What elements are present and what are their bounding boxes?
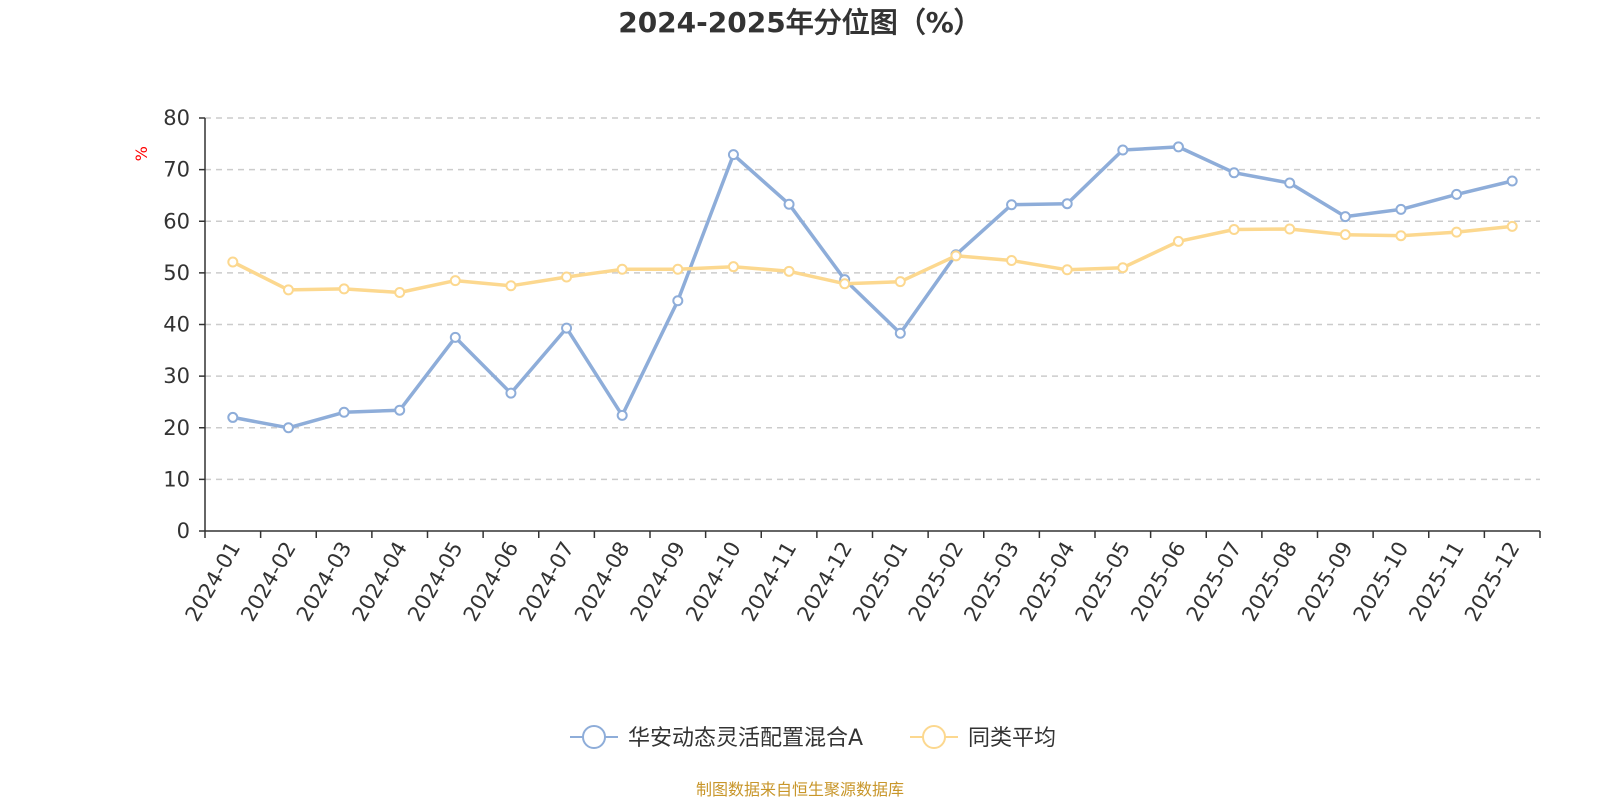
y-tick-label: 60 — [163, 209, 190, 233]
x-tick-label: 2024-10 — [681, 538, 746, 626]
data-point — [616, 409, 628, 421]
x-tick-label: 2024-02 — [236, 538, 301, 626]
data-point — [1506, 220, 1518, 232]
x-tick-label: 2025-11 — [1404, 538, 1469, 626]
x-tick-label: 2025-01 — [848, 538, 913, 626]
grid-lines — [205, 117, 1540, 481]
y-tick-label: 50 — [163, 261, 190, 285]
data-point — [783, 265, 795, 277]
data-point — [282, 284, 294, 296]
data-point — [1339, 229, 1351, 241]
source-note: 制图数据来自恒生聚源数据库 — [695, 780, 904, 799]
x-tick-label: 2024-11 — [737, 538, 802, 626]
x-tick-label: 2024-09 — [625, 538, 690, 626]
data-point — [1061, 198, 1073, 210]
y-tick-label: 40 — [163, 313, 190, 337]
data-point — [227, 411, 239, 423]
data-point — [1228, 167, 1240, 179]
x-tick-label: 2024-07 — [514, 538, 579, 626]
data-point — [894, 327, 906, 339]
data-point — [449, 275, 461, 287]
series-line-1 — [232, 145, 1513, 430]
data-point — [338, 406, 350, 418]
data-point — [1395, 203, 1407, 215]
data-point — [1172, 235, 1184, 247]
y-tick-label: 0 — [177, 519, 190, 543]
data-point — [672, 295, 684, 307]
data-point — [1284, 223, 1296, 235]
x-tick-label: 2025-09 — [1293, 538, 1358, 626]
data-point — [561, 322, 573, 334]
data-point — [505, 387, 517, 399]
x-tick-label: 2024-01 — [180, 538, 245, 626]
y-tick-label: 70 — [163, 158, 190, 182]
series-line-2 — [232, 224, 1513, 295]
data-point — [1172, 141, 1184, 153]
data-point — [1228, 224, 1240, 236]
data-point — [505, 280, 517, 292]
data-point — [394, 404, 406, 416]
legend-marker-2 — [922, 725, 946, 749]
data-point — [783, 198, 795, 210]
x-tick-label: 2024-06 — [459, 538, 524, 626]
x-tick-label: 2025-05 — [1070, 538, 1135, 626]
x-tick-label: 2024-03 — [292, 538, 357, 626]
data-point — [282, 422, 294, 434]
x-tick-label: 2025-12 — [1460, 538, 1525, 626]
data-point — [727, 149, 739, 161]
y-tick-label: 30 — [163, 364, 190, 388]
legend-marker-1 — [582, 725, 606, 749]
data-point — [1451, 226, 1463, 238]
data-point — [227, 256, 239, 268]
x-tick-label: 2025-02 — [904, 538, 969, 626]
x-tick-label: 2025-08 — [1237, 538, 1302, 626]
x-tick-label: 2025-03 — [959, 538, 1024, 626]
data-point — [394, 286, 406, 298]
y-axis-unit-label: % — [132, 146, 151, 161]
data-point — [672, 263, 684, 275]
y-tick-label: 80 — [163, 106, 190, 130]
data-point — [727, 261, 739, 273]
data-point — [338, 283, 350, 295]
x-tick-label: 2024-05 — [403, 538, 468, 626]
x-tick-label: 2025-10 — [1349, 538, 1414, 626]
data-point — [449, 331, 461, 343]
x-tick-label: 2025-07 — [1182, 538, 1247, 626]
data-point — [561, 271, 573, 283]
x-tick-label: 2024-04 — [347, 538, 412, 626]
data-point — [1117, 144, 1129, 156]
x-tick-label: 2025-04 — [1015, 538, 1080, 626]
data-point — [894, 276, 906, 288]
y-tick-label: 20 — [163, 416, 190, 440]
data-point — [1451, 188, 1463, 200]
legend-label-2: 同类平均 — [968, 726, 1056, 751]
data-point — [950, 250, 962, 262]
legend-label-1: 华安动态灵活配置混合A — [628, 726, 863, 751]
data-point — [1006, 199, 1018, 211]
y-tick-label: 10 — [163, 467, 190, 491]
data-point — [1061, 264, 1073, 276]
x-tick-label: 2024-08 — [570, 538, 635, 626]
x-tick-label: 2025-06 — [1126, 538, 1191, 626]
data-point — [1006, 254, 1018, 266]
legend: 华安动态灵活配置混合A 同类平均 — [570, 725, 1056, 751]
data-point — [839, 278, 851, 290]
axes: 01020304050607080%2024-012024-022024-032… — [132, 106, 1541, 626]
data-point — [1395, 230, 1407, 242]
data-point — [616, 263, 628, 275]
data-point — [1506, 175, 1518, 187]
data-point — [1284, 177, 1296, 189]
x-tick-label: 2024-12 — [792, 538, 857, 626]
data-point — [1117, 262, 1129, 274]
series-lines — [227, 141, 1518, 434]
chart-title: 2024-2025年分位图（%） — [618, 6, 982, 39]
data-point — [1339, 211, 1351, 223]
